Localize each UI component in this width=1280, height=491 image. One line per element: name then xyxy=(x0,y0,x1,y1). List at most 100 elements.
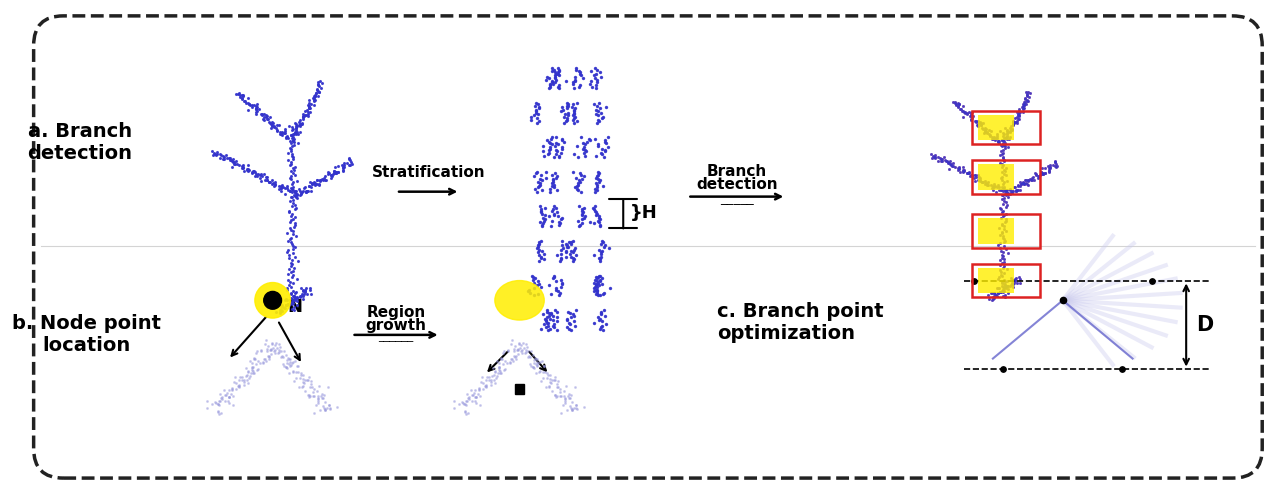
Point xyxy=(988,137,1009,145)
Point xyxy=(289,191,310,199)
Point xyxy=(557,315,577,323)
Point xyxy=(454,400,475,408)
Point xyxy=(292,120,312,128)
Point xyxy=(974,125,995,133)
Point xyxy=(950,168,970,176)
Point xyxy=(539,315,559,323)
Point xyxy=(532,374,553,382)
Point xyxy=(948,100,969,108)
Point xyxy=(526,362,547,370)
Point xyxy=(993,141,1014,149)
Point xyxy=(590,176,611,184)
Point xyxy=(233,167,253,175)
Point xyxy=(1018,181,1038,189)
Point xyxy=(288,139,308,147)
Point xyxy=(998,249,1019,257)
Point xyxy=(1001,188,1021,196)
Point xyxy=(591,318,612,326)
Point xyxy=(570,69,590,77)
Point xyxy=(287,124,307,132)
Point xyxy=(307,79,328,86)
Point xyxy=(993,137,1014,145)
Point xyxy=(253,170,274,178)
Point xyxy=(959,168,979,176)
Point xyxy=(557,242,577,249)
Point xyxy=(548,64,568,72)
Point xyxy=(228,382,248,389)
Point xyxy=(321,174,342,182)
Point xyxy=(232,90,252,98)
Point xyxy=(586,179,607,187)
Point xyxy=(979,126,1000,134)
Point xyxy=(540,375,561,383)
Point xyxy=(995,211,1015,219)
Point xyxy=(1015,180,1036,188)
Point xyxy=(506,352,526,360)
Point xyxy=(306,402,326,409)
Point xyxy=(960,172,980,180)
Point xyxy=(1005,114,1025,122)
Point xyxy=(961,172,982,180)
Point xyxy=(296,188,316,196)
Point xyxy=(552,145,572,153)
Point xyxy=(1000,128,1020,136)
Point xyxy=(292,383,312,391)
Point xyxy=(993,292,1014,300)
Point xyxy=(1033,169,1053,177)
Point xyxy=(547,383,567,391)
Point xyxy=(1005,183,1025,191)
Point xyxy=(992,287,1012,295)
Point xyxy=(549,219,570,227)
Point xyxy=(991,141,1011,149)
Point xyxy=(282,152,302,160)
Point xyxy=(526,106,547,114)
Point xyxy=(993,183,1014,191)
Point xyxy=(529,239,549,246)
Point xyxy=(1009,105,1029,112)
Point xyxy=(525,172,545,180)
Point xyxy=(283,368,303,376)
Point xyxy=(558,100,579,108)
Point xyxy=(556,382,576,390)
Point xyxy=(284,303,305,311)
Point xyxy=(456,401,476,409)
Point xyxy=(950,105,970,113)
Point xyxy=(946,101,966,109)
Point xyxy=(261,124,282,132)
Point xyxy=(531,325,552,332)
Point xyxy=(980,289,1001,297)
Point xyxy=(984,291,1005,299)
Point xyxy=(531,207,552,215)
Point xyxy=(997,282,1018,290)
Point xyxy=(590,315,611,323)
Point xyxy=(284,289,305,297)
Point xyxy=(1018,177,1038,185)
Point xyxy=(333,167,353,175)
Point xyxy=(1028,174,1048,182)
Point xyxy=(1004,120,1024,128)
Point xyxy=(566,251,586,259)
Point xyxy=(211,395,232,403)
Point xyxy=(458,394,479,402)
Point xyxy=(548,318,568,326)
Point xyxy=(995,139,1015,147)
Point xyxy=(262,122,283,130)
Point xyxy=(540,139,561,147)
Point xyxy=(280,161,301,169)
Point xyxy=(548,313,568,321)
Point xyxy=(1016,180,1037,188)
Point xyxy=(983,289,1004,297)
Point xyxy=(282,295,302,303)
Point xyxy=(541,171,562,179)
Point xyxy=(566,174,586,182)
Point xyxy=(991,187,1011,194)
Point xyxy=(991,186,1011,194)
Point xyxy=(997,201,1018,209)
Point xyxy=(529,103,549,111)
Point xyxy=(527,281,548,289)
Point xyxy=(988,137,1009,145)
Point xyxy=(283,377,303,384)
Point xyxy=(561,391,581,399)
Point xyxy=(284,166,305,174)
Point xyxy=(1007,182,1028,190)
